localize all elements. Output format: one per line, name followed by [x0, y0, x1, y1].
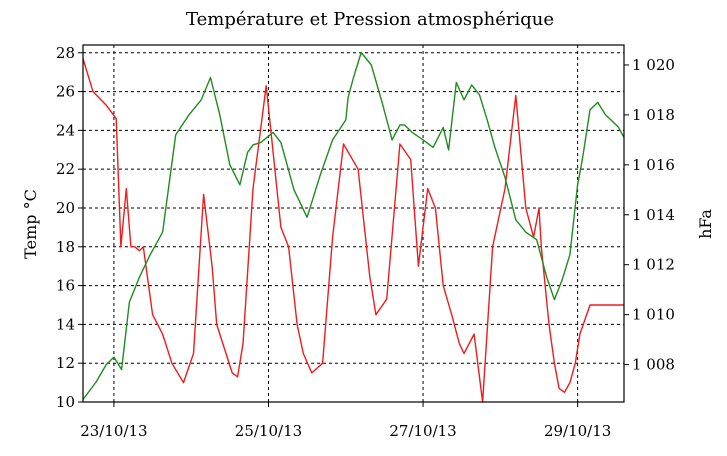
x-tick-label: 23/10/13 — [80, 422, 147, 440]
y2-tick-label: 1 012 — [632, 256, 675, 274]
grid — [83, 45, 624, 402]
y2-tick-label: 1 016 — [632, 156, 675, 174]
y-tick-label: 24 — [56, 121, 75, 139]
x-tick-label: 25/10/13 — [235, 422, 302, 440]
x-axis: 23/10/13 25/10/13 27/10/13 29/10/13 — [80, 402, 611, 440]
y-axis-left: 10 12 14 16 18 20 22 24 26 28 — [56, 44, 83, 411]
y2-tick-label: 1 014 — [632, 206, 675, 224]
y-tick-label: 18 — [56, 238, 75, 256]
plot-frame — [82, 44, 625, 403]
y2-tick-label: 1 020 — [632, 56, 675, 74]
series-line-temperature — [82, 58, 624, 403]
chart-title: Température et Pression atmosphérique — [186, 9, 554, 30]
y-tick-label: 22 — [56, 160, 75, 178]
y-tick-label: 26 — [56, 83, 75, 101]
y-axis-right-title: hFa — [696, 209, 715, 239]
series-layer — [82, 51, 625, 403]
y-tick-label: 10 — [56, 393, 75, 411]
series-line-pression — [82, 51, 625, 400]
y-tick-label: 20 — [56, 199, 75, 217]
y-axis-right: 1 008 1 010 1 012 1 014 1 016 1 018 1 020 — [624, 56, 675, 374]
x-tick-label: 27/10/13 — [389, 422, 456, 440]
y-tick-label: 14 — [56, 315, 75, 333]
y-tick-label: 12 — [56, 354, 75, 372]
y2-tick-label: 1 018 — [632, 106, 675, 124]
y2-tick-label: 1 008 — [632, 356, 675, 374]
x-tick-label: 29/10/13 — [544, 422, 611, 440]
y-axis-left-title: Temp °C — [21, 189, 40, 259]
y2-tick-label: 1 010 — [632, 306, 675, 324]
y-tick-label: 16 — [56, 277, 75, 295]
y-tick-label: 28 — [56, 44, 75, 62]
